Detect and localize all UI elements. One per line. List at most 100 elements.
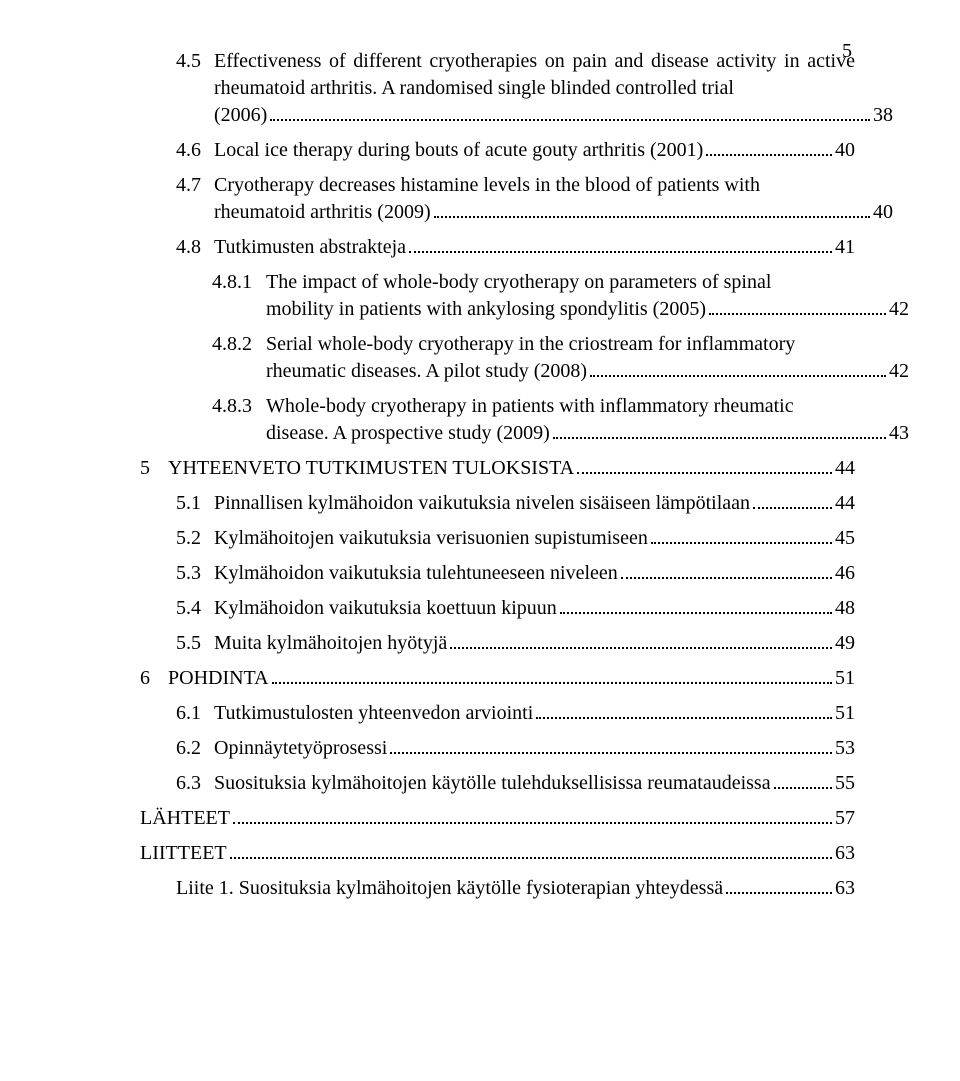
toc-leader-dots [560, 612, 832, 614]
toc-entry-title-pre: Whole-body cryotherapy in patients with … [266, 393, 855, 420]
toc-leader-dots [709, 313, 886, 315]
toc-entry: 6.1Tutkimustulosten yhteenvedon arvioint… [140, 700, 855, 727]
toc-entry-title: Pinnallisen kylmähoidon vaikutuksia nive… [214, 490, 750, 517]
toc-leader-dots [450, 647, 832, 649]
toc-leader-dots [621, 577, 832, 579]
toc-entry: 4.7Cryotherapy decreases histamine level… [140, 172, 855, 226]
toc-leader-dots [233, 822, 832, 824]
toc-entry: 4.8.1The impact of whole-body cryotherap… [140, 269, 855, 323]
toc-entry: 5.5Muita kylmähoitojen hyötyjä 49 [140, 630, 855, 657]
toc-entry-title: Opinnäytetyöprosessi [214, 735, 387, 762]
toc-leader-dots [590, 375, 886, 377]
toc-entry: 4.6Local ice therapy during bouts of acu… [140, 137, 855, 164]
toc-entry-title: LÄHTEET [140, 805, 230, 832]
toc-entry-title: Local ice therapy during bouts of acute … [214, 137, 703, 164]
toc-entry-title: POHDINTA [168, 665, 269, 692]
toc-leader-dots [272, 682, 832, 684]
toc-entry-number: 5.1 [176, 490, 214, 517]
toc-entry: 5YHTEENVETO TUTKIMUSTEN TULOKSISTA44 [140, 455, 855, 482]
toc-entry-page: 51 [835, 665, 855, 692]
toc-entry-page: 44 [835, 490, 855, 517]
toc-entry-title-last: disease. A prospective study (2009) [266, 420, 550, 447]
toc-leader-dots [270, 119, 870, 121]
toc-entry-number: 5 [140, 455, 168, 482]
toc-leader-dots [577, 472, 832, 474]
toc-leader-dots [434, 216, 870, 218]
toc-leader-dots [390, 752, 832, 754]
toc-entry-page: 38 [873, 102, 893, 129]
toc-entry-number: 4.8 [176, 234, 214, 261]
toc-entry: Liite 1. Suosituksia kylmähoitojen käytö… [140, 875, 855, 902]
toc-entry-title-last: rheumatic diseases. A pilot study (2008) [266, 358, 587, 385]
toc-entry-number: 5.4 [176, 595, 214, 622]
toc-entry-number: 4.8.3 [212, 393, 266, 420]
toc-entry-number: 6.3 [176, 770, 214, 797]
toc-entry-title-pre: Serial whole-body cryotherapy in the cri… [266, 331, 855, 358]
document-page: 5 4.5Effectiveness of different cryother… [0, 0, 960, 1081]
toc-entry-number: 4.5 [176, 48, 214, 75]
toc-entry-title: Muita kylmähoitojen hyötyjä [214, 630, 447, 657]
toc-entry-number: 5.5 [176, 630, 214, 657]
toc-entry: LIITTEET 63 [140, 840, 855, 867]
toc-entry-number: 5.2 [176, 525, 214, 552]
toc-entry-number: 6.1 [176, 700, 214, 727]
toc-entry: 4.8Tutkimusten abstrakteja41 [140, 234, 855, 261]
toc-entry-number: 4.8.2 [212, 331, 266, 358]
toc-entry-title: Kylmähoidon vaikutuksia koettuun kipuun [214, 595, 557, 622]
toc-entry-title: YHTEENVETO TUTKIMUSTEN TULOKSISTA [168, 455, 574, 482]
toc-entry-page: 55 [835, 770, 855, 797]
toc-entry: 5.1Pinnallisen kylmähoidon vaikutuksia n… [140, 490, 855, 517]
toc-entry-title: Suosituksia kylmähoitojen käytölle tuleh… [214, 770, 771, 797]
toc-entry-page: 43 [889, 420, 909, 447]
toc-entry-page: 49 [835, 630, 855, 657]
toc-entry-number: 5.3 [176, 560, 214, 587]
toc-entry-title-pre: The impact of whole-body cryotherapy on … [266, 269, 855, 296]
toc-entry-page: 41 [835, 234, 855, 261]
toc-entry: 5.3Kylmähoidon vaikutuksia tulehtuneesee… [140, 560, 855, 587]
toc-entry-title: LIITTEET [140, 840, 227, 867]
toc-leader-dots [651, 542, 832, 544]
toc-leader-dots [753, 507, 832, 509]
toc-entry-page: 46 [835, 560, 855, 587]
toc-entry-page: 63 [835, 840, 855, 867]
page-number: 5 [842, 40, 852, 63]
toc-entry-page: 57 [835, 805, 855, 832]
toc-entry: 4.8.3Whole-body cryotherapy in patients … [140, 393, 855, 447]
toc-entry-title-last: rheumatoid arthritis (2009) [214, 199, 431, 226]
toc-entry-page: 42 [889, 358, 909, 385]
table-of-contents: 4.5Effectiveness of different cryotherap… [140, 48, 855, 902]
toc-entry-number: 4.6 [176, 137, 214, 164]
toc-leader-dots [230, 857, 832, 859]
toc-entry: 5.4Kylmähoidon vaikutuksia koettuun kipu… [140, 595, 855, 622]
toc-entry-title-last: (2006) [214, 102, 267, 129]
toc-leader-dots [536, 717, 832, 719]
toc-entry: 6.3Suosituksia kylmähoitojen käytölle tu… [140, 770, 855, 797]
toc-entry-number: 4.8.1 [212, 269, 266, 296]
toc-entry: 6POHDINTA 51 [140, 665, 855, 692]
toc-entry-page: 42 [889, 296, 909, 323]
toc-entry-title-last: mobility in patients with ankylosing spo… [266, 296, 706, 323]
toc-entry: 6.2Opinnäytetyöprosessi53 [140, 735, 855, 762]
toc-entry-page: 48 [835, 595, 855, 622]
toc-entry-title: Kylmähoitojen vaikutuksia verisuonien su… [214, 525, 648, 552]
toc-entry-page: 40 [835, 137, 855, 164]
toc-entry-title: Kylmähoidon vaikutuksia tulehtuneeseen n… [214, 560, 618, 587]
toc-entry-title-pre: Effectiveness of different cryotherapies… [214, 48, 855, 102]
toc-entry-number: 6 [140, 665, 168, 692]
toc-leader-dots [409, 251, 832, 253]
toc-entry-page: 51 [835, 700, 855, 727]
toc-entry-number: 6.2 [176, 735, 214, 762]
toc-entry-title: Tutkimustulosten yhteenvedon arviointi [214, 700, 533, 727]
toc-entry-title-pre: Cryotherapy decreases histamine levels i… [214, 172, 855, 199]
toc-leader-dots [706, 154, 832, 156]
toc-leader-dots [774, 787, 832, 789]
toc-leader-dots [726, 892, 832, 894]
toc-entry-page: 63 [835, 875, 855, 902]
toc-entry-number: 4.7 [176, 172, 214, 199]
toc-entry: 4.8.2Serial whole-body cryotherapy in th… [140, 331, 855, 385]
toc-entry-page: 40 [873, 199, 893, 226]
toc-leader-dots [553, 437, 886, 439]
toc-entry-title: Liite 1. Suosituksia kylmähoitojen käytö… [176, 875, 723, 902]
toc-entry-page: 45 [835, 525, 855, 552]
toc-entry: LÄHTEET 57 [140, 805, 855, 832]
